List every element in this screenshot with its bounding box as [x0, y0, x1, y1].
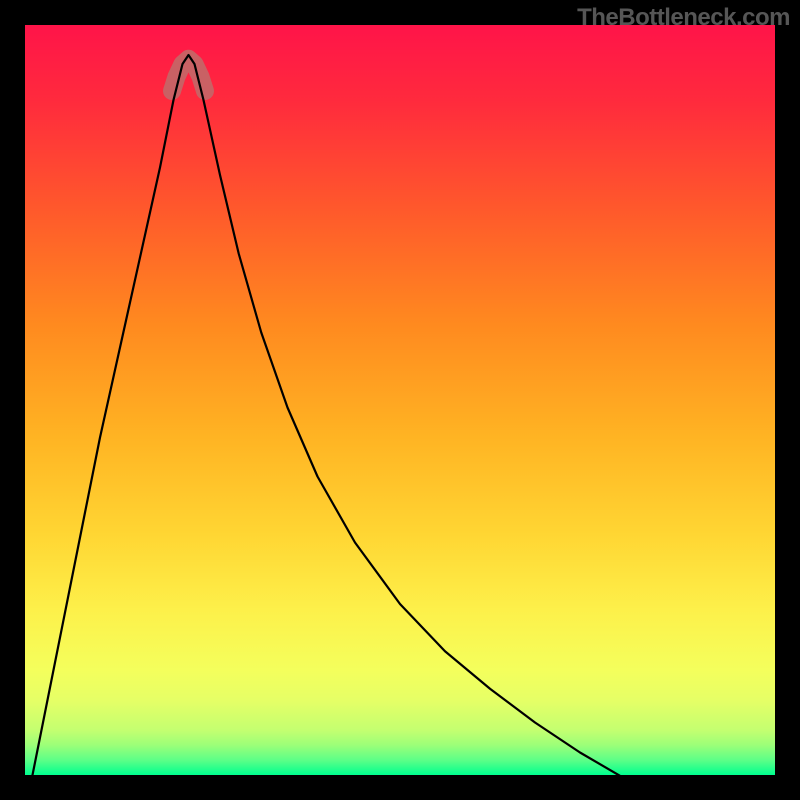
plot-area	[25, 25, 775, 775]
chart-container: TheBottleneck.com	[0, 0, 800, 800]
watermark-text: TheBottleneck.com	[577, 4, 790, 32]
chart-svg	[25, 25, 775, 775]
gradient-background	[25, 25, 775, 775]
